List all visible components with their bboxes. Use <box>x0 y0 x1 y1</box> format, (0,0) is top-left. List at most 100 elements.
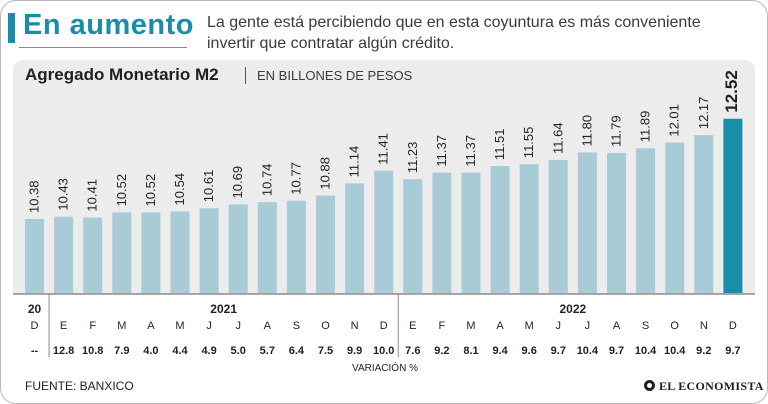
month-tick-label: F <box>439 320 446 332</box>
bar-value-label: 11.51 <box>492 128 507 160</box>
month-tick-label: J <box>556 320 562 332</box>
bar <box>141 212 161 293</box>
title-separator <box>245 67 246 84</box>
bar <box>112 212 132 293</box>
variation-value: 4.0 <box>143 345 158 357</box>
bar-value-label: 10.69 <box>230 166 245 199</box>
bar-value-label: 10.61 <box>201 170 216 203</box>
bar <box>403 179 423 293</box>
variation-value: 5.7 <box>260 345 275 357</box>
bar <box>25 218 44 293</box>
page-title: En aumento <box>23 9 194 41</box>
variation-value: 4.9 <box>201 345 216 357</box>
bar-value-label: 12.01 <box>667 104 682 137</box>
month-tick-label: A <box>147 320 155 332</box>
title-accent-bar <box>8 13 15 43</box>
bar <box>286 200 306 293</box>
bar-value-label: 11.37 <box>434 135 449 167</box>
bar-value-label: 10.43 <box>56 178 71 211</box>
month-tick-label: N <box>351 320 359 332</box>
bar-value-label: 10.38 <box>27 180 42 213</box>
year-label: 20 <box>28 302 42 316</box>
variation-value: 10.8 <box>82 345 103 357</box>
variation-value: 9.6 <box>522 345 537 357</box>
bar <box>316 195 335 293</box>
bar <box>665 142 685 293</box>
variation-value: 9.9 <box>347 345 362 357</box>
bar-chart: 10.38 10.43 10.41 10.52 10.52 10.54 10.61 10.69… <box>13 70 755 373</box>
bar <box>432 172 452 293</box>
bar <box>607 152 626 293</box>
month-tick-label: O <box>321 320 330 332</box>
variation-value: 9.2 <box>434 345 449 357</box>
variation-row-label: VARIACIÓN % <box>352 361 418 373</box>
bar <box>199 208 219 293</box>
variation-value: 7.6 <box>405 345 420 357</box>
variation-value: 10.4 <box>664 345 686 357</box>
variation-value: 7.5 <box>318 345 333 357</box>
bar-value-label: 11.37 <box>463 135 478 167</box>
bar-value-label: 10.74 <box>259 164 274 197</box>
variation-value: 8.1 <box>463 345 478 357</box>
month-tick-label: E <box>409 320 416 332</box>
bar <box>170 211 190 293</box>
bar-value-label: 10.54 <box>172 173 187 206</box>
bar <box>54 216 74 293</box>
variation-value: 9.7 <box>609 345 624 357</box>
bar-value-label: 11.14 <box>347 146 362 178</box>
table-band <box>13 294 755 373</box>
bar-value-label: 10.52 <box>114 174 129 207</box>
bar <box>548 159 568 293</box>
brand-name: EL ECONOMISTA <box>659 379 764 393</box>
variation-value: 7.9 <box>114 345 129 357</box>
month-tick-label: O <box>670 320 679 332</box>
variation-value: 4.4 <box>172 345 188 357</box>
month-tick-label: F <box>89 320 96 332</box>
month-tick-label: M <box>466 320 475 332</box>
bar <box>577 152 597 293</box>
month-tick-label: D <box>729 320 737 332</box>
bar-value-label: 11.55 <box>521 127 536 159</box>
bar <box>519 164 539 293</box>
month-tick-label: D <box>31 320 39 332</box>
variation-value: 10.4 <box>635 345 657 357</box>
year-label: 2022 <box>559 302 586 316</box>
bar-value-label: 10.77 <box>288 162 303 195</box>
bar-value-label: 11.79 <box>609 115 624 147</box>
source-note: FUENTE: BANXICO <box>25 379 134 393</box>
month-tick-label: D <box>380 320 388 332</box>
title-underline <box>19 47 187 48</box>
bar <box>83 217 103 293</box>
month-tick-label: E <box>60 320 67 332</box>
variation-value: 10.4 <box>577 345 599 357</box>
bar-value-label: 10.52 <box>143 174 158 207</box>
bar <box>228 204 248 293</box>
bar-value-label: 12.17 <box>696 97 711 130</box>
bar-value-label: 12.52 <box>722 70 741 113</box>
bar-value-label: 11.41 <box>376 133 391 165</box>
variation-value: 5.0 <box>231 345 246 357</box>
month-tick-label: M <box>175 320 184 332</box>
bar <box>636 148 656 293</box>
month-tick-label: S <box>293 320 300 332</box>
year-label: 2021 <box>210 302 237 316</box>
month-tick-label: J <box>206 320 212 332</box>
bar <box>374 170 394 293</box>
month-tick-label: M <box>117 320 126 332</box>
chart-title: Agregado Monetario M2 <box>25 65 219 84</box>
bar-value-label: 11.64 <box>550 122 565 154</box>
bar <box>490 166 510 293</box>
variation-value: 9.7 <box>725 345 740 357</box>
month-tick-label: A <box>613 320 621 332</box>
variation-value: 10.0 <box>373 345 394 357</box>
bar <box>694 135 714 293</box>
bar <box>723 118 743 293</box>
month-tick-label: J <box>585 320 591 332</box>
month-tick-label: S <box>642 320 649 332</box>
bar-value-label: 11.89 <box>638 111 653 143</box>
bar-value-label: 10.41 <box>85 179 100 212</box>
variation-value: 9.2 <box>696 345 711 357</box>
bar-value-label: 11.80 <box>579 115 594 147</box>
month-tick-label: A <box>264 320 272 332</box>
